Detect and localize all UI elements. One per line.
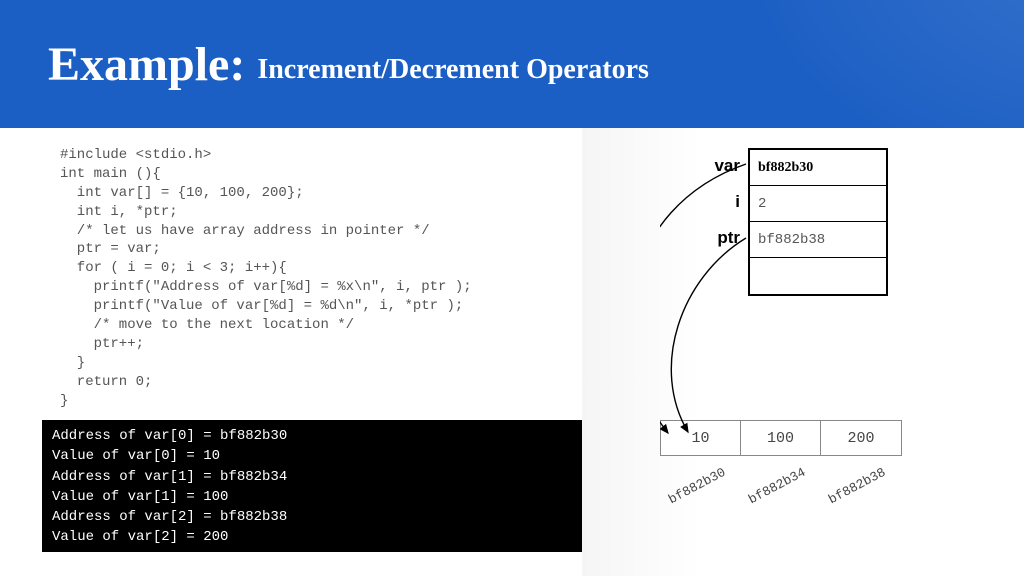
arrow-ptr-to-array2: [671, 238, 746, 432]
cell-i-value: 2: [750, 186, 886, 222]
slide-header: Example: Increment/Decrement Operators: [0, 0, 1024, 128]
label-var: var: [700, 148, 740, 184]
output-block: Address of var[0] = bf882b30 Value of va…: [42, 420, 582, 552]
title-sub: Increment/Decrement Operators: [257, 54, 649, 86]
cell-var-value: bf882b30: [750, 150, 886, 186]
array-cell-2: 200: [821, 421, 901, 455]
addr-label-0: bf882b30: [666, 465, 728, 508]
label-ptr: ptr: [700, 220, 740, 256]
addr-label-2: bf882b38: [826, 465, 888, 508]
cell-ptr-value: bf882b38: [750, 222, 886, 258]
array-cell-1: 100: [741, 421, 821, 455]
label-i: i: [700, 184, 740, 220]
stack-var-labels: var i ptr: [700, 148, 740, 256]
cell-empty: [750, 258, 886, 294]
array-table: 10 100 200: [660, 420, 902, 456]
array-cell-0: 10: [661, 421, 741, 455]
title-main: Example:: [48, 37, 245, 92]
code-block: #include <stdio.h> int main (){ int var[…: [60, 146, 472, 410]
memory-diagram: var i ptr bf882b30 2 bf882b38 10 100 200…: [660, 148, 1000, 548]
addr-label-1: bf882b34: [746, 465, 808, 508]
stack-var-table: bf882b30 2 bf882b38: [748, 148, 888, 296]
